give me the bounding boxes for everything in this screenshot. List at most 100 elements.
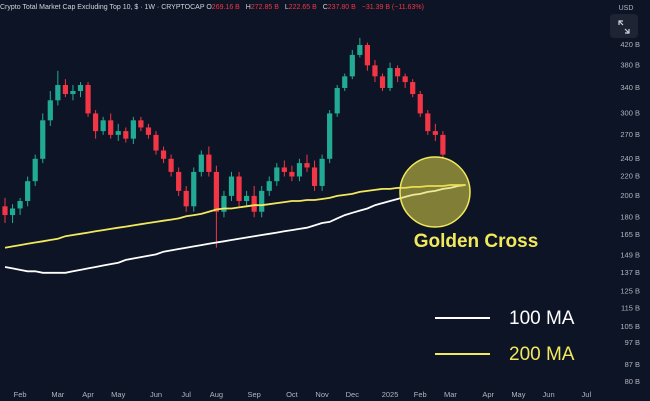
candle-body xyxy=(62,84,68,95)
y-tick-label: 97 B xyxy=(625,338,640,347)
ohlc-label: L xyxy=(284,4,289,11)
candle-body xyxy=(85,84,91,114)
candle-body xyxy=(25,181,31,202)
x-tick-label: Aug xyxy=(210,390,223,399)
x-tick-label: Jun xyxy=(543,390,555,399)
candle-body xyxy=(236,176,242,202)
y-tick-label: 115 B xyxy=(621,303,640,312)
candle-body xyxy=(417,94,423,114)
expand-icon xyxy=(618,20,630,34)
candle-body xyxy=(228,176,235,196)
x-tick-label: Jun xyxy=(150,390,162,399)
annotation: Golden Cross xyxy=(414,231,539,252)
candle-body xyxy=(440,134,446,155)
ohlc-label: H xyxy=(245,4,251,11)
candle-body xyxy=(410,82,416,95)
y-tick-label: 165 B xyxy=(620,230,640,239)
candle-body xyxy=(379,76,386,88)
candle-body xyxy=(17,201,23,209)
x-tick-label: 2025 xyxy=(382,390,399,399)
ohlc-value: 272.85 B xyxy=(250,4,279,11)
candle-body xyxy=(387,68,393,88)
candle-body xyxy=(311,167,318,186)
candle-body xyxy=(145,127,152,135)
candle-body xyxy=(342,76,348,88)
candle-body xyxy=(153,134,159,151)
candle-body xyxy=(274,167,280,182)
candle-body xyxy=(168,158,174,172)
ohlc-value: 222.65 B xyxy=(288,4,317,11)
candle-body xyxy=(327,113,333,159)
candle-body xyxy=(108,120,114,135)
candle-body xyxy=(304,163,310,168)
candle-body xyxy=(334,87,340,114)
candle-body xyxy=(191,171,197,207)
y-tick-label: 380 B xyxy=(620,60,640,69)
candle-body xyxy=(77,84,84,91)
candle-body xyxy=(266,181,272,191)
candle-body xyxy=(402,76,408,83)
candle-body xyxy=(183,190,189,207)
candle-body xyxy=(9,208,16,216)
candle-body xyxy=(138,120,144,128)
candle-body xyxy=(259,190,265,212)
candle-body xyxy=(70,90,76,95)
y-tick-label: 220 B xyxy=(620,171,640,180)
candle-body xyxy=(115,131,121,135)
ohlc-label: O xyxy=(206,4,212,11)
currency-label: USD xyxy=(619,5,634,12)
x-tick-label: Sep xyxy=(247,390,260,399)
x-tick-label: Jul xyxy=(181,390,191,399)
candle-body xyxy=(198,154,204,172)
y-tick-label: 300 B xyxy=(620,108,640,117)
y-tick-label: 105 B xyxy=(620,322,640,331)
candle-body xyxy=(289,171,295,177)
candle-body xyxy=(244,195,250,202)
x-tick-label: Feb xyxy=(414,390,427,399)
x-tick-label: May xyxy=(511,390,525,399)
x-tick-label: Mar xyxy=(51,390,64,399)
legend-label: 200 MA xyxy=(509,344,575,365)
candle-body xyxy=(32,158,38,182)
candle-body xyxy=(372,65,378,77)
y-tick-label: 125 B xyxy=(620,286,640,295)
legend-label: 100 MA xyxy=(509,308,575,329)
candle-body xyxy=(160,150,167,159)
candle-body xyxy=(213,171,219,212)
y-tick-label: 240 B xyxy=(620,154,640,163)
change-value: −31.39 B (−11.63%) xyxy=(361,4,424,11)
candle-body xyxy=(55,84,61,101)
y-tick-label: 200 B xyxy=(620,191,640,200)
y-tick-label: 87 B xyxy=(625,360,640,369)
ma-line xyxy=(4,184,466,274)
candle-body xyxy=(251,195,257,212)
candle-body xyxy=(319,158,325,186)
ohlc-value: 237.80 B xyxy=(327,4,356,11)
candle-body xyxy=(2,206,8,216)
candle-body xyxy=(432,131,438,135)
x-tick-label: Apr xyxy=(82,390,94,399)
candle-body xyxy=(40,120,46,159)
ma-line xyxy=(4,184,466,249)
x-tick-label: Oct xyxy=(286,390,299,399)
y-tick-label: 180 B xyxy=(620,212,640,221)
candle-body xyxy=(100,120,106,132)
y-tick-label: 270 B xyxy=(620,130,640,139)
candle-body xyxy=(93,113,99,132)
candle-body xyxy=(206,154,212,172)
chart-header: Crypto Total Market Cap Excluding Top 10… xyxy=(0,4,428,11)
candle-body xyxy=(123,131,129,139)
candle-body xyxy=(47,100,53,121)
expand-button[interactable] xyxy=(610,14,638,38)
x-tick-label: Apr xyxy=(482,390,494,399)
ohlc-value: 269.16 B xyxy=(211,4,240,11)
candle-body xyxy=(221,195,227,212)
y-tick-label: 137 B xyxy=(620,268,640,277)
y-tick-label: 149 B xyxy=(620,251,640,260)
candle-body xyxy=(349,54,355,77)
x-tick-label: Dec xyxy=(346,390,360,399)
x-tick-label: Nov xyxy=(315,390,329,399)
chart-title: Crypto Total Market Cap Excluding Top 10… xyxy=(0,4,205,11)
